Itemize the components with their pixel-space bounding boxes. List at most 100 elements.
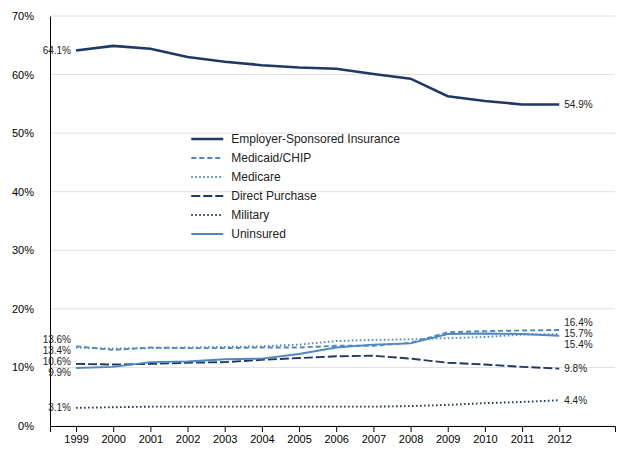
series-line — [76, 334, 559, 349]
x-tick-label: 2003 — [213, 433, 237, 445]
y-tick-label: 20% — [12, 303, 34, 315]
x-tick: 2003 — [213, 426, 237, 445]
x-tick-label: 2000 — [101, 433, 125, 445]
y-tick: 20% — [12, 303, 50, 315]
legend-label: Military — [231, 208, 269, 222]
x-tick-label: 2010 — [473, 433, 497, 445]
y-tick-label: 70% — [12, 10, 34, 22]
x-tick-label: 2002 — [176, 433, 200, 445]
x-tick: 2005 — [287, 426, 311, 445]
x-tick: 1999 — [64, 426, 88, 445]
annotation: 15.4% — [564, 339, 592, 350]
x-tick-label: 2005 — [287, 433, 311, 445]
legend-item: Medicare — [191, 170, 281, 184]
annotation: 13.6% — [43, 334, 71, 345]
legend-swatch — [191, 176, 223, 178]
x-tick: 2010 — [473, 426, 497, 445]
x-tick: 2009 — [436, 426, 460, 445]
x-tick: 2001 — [139, 426, 163, 445]
series-line — [76, 46, 559, 105]
grid — [50, 16, 615, 426]
lines — [76, 46, 559, 408]
x-tick: 2008 — [399, 426, 423, 445]
legend-swatch — [191, 214, 223, 216]
y-tick: 40% — [12, 186, 50, 198]
x-tick-mark — [485, 426, 486, 432]
annotation: 9.8% — [564, 363, 587, 374]
legend-item: Medicaid/CHIP — [191, 151, 311, 165]
y-tick: 0% — [18, 420, 50, 432]
annotation: 4.4% — [564, 395, 587, 406]
x-tick: 2011 — [511, 426, 535, 445]
x-axis-line — [51, 427, 616, 433]
legend-label: Employer-Sponsored Insurance — [231, 132, 400, 146]
x-tick-mark — [336, 426, 337, 432]
legend-swatch — [191, 233, 223, 235]
y-tick-label: 0% — [18, 420, 34, 432]
legend-label: Medicare — [231, 170, 281, 184]
x-tick-label: 2011 — [511, 433, 535, 445]
x-tick-mark — [76, 426, 77, 432]
x-tick-mark — [411, 426, 412, 432]
annotations: 64.1%13.6%13.4%10.6%9.9%3.1%54.9%16.4%15… — [43, 45, 593, 413]
series-line — [76, 333, 559, 368]
x-tick-mark — [225, 426, 226, 432]
annotation: 15.7% — [564, 328, 592, 339]
legend: Employer-Sponsored Insurance Medicaid/CHI… — [191, 132, 400, 241]
legend-swatch — [191, 138, 223, 141]
annotation: 64.1% — [43, 45, 71, 56]
x-tick-mark — [262, 426, 263, 432]
y-tick-label: 30% — [12, 244, 34, 256]
annotation: 16.4% — [564, 317, 592, 328]
x-tick-label: 2004 — [250, 433, 274, 445]
legend-item: Employer-Sponsored Insurance — [191, 132, 400, 146]
x-tick-mark — [188, 426, 189, 432]
legend-swatch — [191, 195, 223, 197]
x-tick-mark — [373, 426, 374, 432]
annotation: 3.1% — [48, 402, 71, 413]
annotation: 13.4% — [43, 345, 71, 356]
y-tick: 70% — [12, 10, 50, 22]
y-tick-label: 50% — [12, 127, 34, 139]
grid-line — [50, 367, 615, 368]
legend-item: Military — [191, 208, 269, 222]
x-tick-label: 1999 — [64, 433, 88, 445]
grid-line — [50, 74, 615, 75]
legend-item: Direct Purchase — [191, 189, 317, 203]
series-line — [76, 400, 559, 408]
legend-label: Direct Purchase — [231, 189, 317, 203]
annotation: 10.6% — [43, 356, 71, 367]
x-tick-mark — [150, 426, 151, 432]
x-tick: 2000 — [101, 426, 125, 445]
x-tick: 2007 — [362, 426, 386, 445]
x-tick: 2006 — [324, 426, 348, 445]
x-tick-mark — [448, 426, 449, 432]
grid-line — [50, 16, 615, 17]
x-tick-label: 2008 — [399, 433, 423, 445]
x-tick-label: 2001 — [139, 433, 163, 445]
x-tick: 2012 — [548, 426, 572, 445]
y-tick: 60% — [12, 69, 50, 81]
y-tick-label: 10% — [12, 361, 34, 373]
x-tick: 2004 — [250, 426, 274, 445]
legend-label: Uninsured — [231, 227, 286, 241]
y-tick: 30% — [12, 244, 50, 256]
y-tick-label: 60% — [12, 69, 34, 81]
x-tick-label: 2006 — [324, 433, 348, 445]
grid-line — [50, 308, 615, 309]
legend-label: Medicaid/CHIP — [231, 151, 311, 165]
legend-item: Uninsured — [191, 227, 286, 241]
y-tick-label: 40% — [12, 186, 34, 198]
grid-line — [50, 191, 615, 192]
x-axis: 1999 2000 2001 2002 2003 2004 2005 2006 2007 2008… — [51, 426, 616, 445]
x-tick: 2002 — [176, 426, 200, 445]
grid-line — [50, 250, 615, 251]
x-tick-label: 2007 — [362, 433, 386, 445]
annotation: 9.9% — [48, 367, 71, 378]
chart: 0% 10% 20% 30% 40% 50% 60% 70% 1999 2000 2001 2002 2… — [0, 0, 629, 458]
x-tick-mark — [522, 426, 523, 432]
y-tick: 50% — [12, 127, 50, 139]
x-tick-label: 2009 — [436, 433, 460, 445]
x-tick-mark — [113, 426, 114, 432]
x-tick-mark — [559, 426, 560, 432]
